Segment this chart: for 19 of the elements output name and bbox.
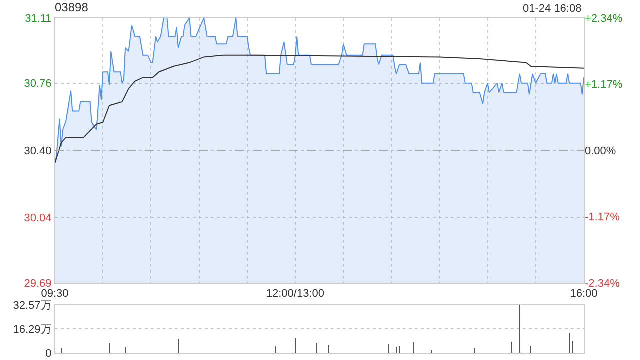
y-tick-label: 30.40 <box>24 145 52 158</box>
y2-tick-label: +2.34% <box>585 12 623 25</box>
y2-tick-label: -2.34% <box>585 278 620 290</box>
line-series <box>55 54 584 164</box>
y-tick-label: 31.11 <box>25 12 52 25</box>
text: 01-24 16:08 <box>523 3 582 15</box>
x-tick-label: 12:00/13:00 <box>266 288 325 300</box>
y2-tick-label: 0.00% <box>585 145 616 158</box>
x-tick-label: 16:00 <box>570 288 598 300</box>
y-tick-label: 16.29万 <box>13 324 52 336</box>
y2-tick-label: +1.17% <box>585 79 623 92</box>
y-tick-label: 29.69 <box>24 278 52 290</box>
y-tick-label: 0 <box>46 348 52 360</box>
y-tick-label: 30.76 <box>24 78 52 90</box>
chart-title: 03898 <box>55 0 89 14</box>
y-tick-label: 32.57万 <box>13 300 52 312</box>
y2-tick-label: -1.17% <box>585 212 620 224</box>
x-tick-label: 09:30 <box>41 288 69 300</box>
y-tick-label: 30.04 <box>24 212 52 225</box>
